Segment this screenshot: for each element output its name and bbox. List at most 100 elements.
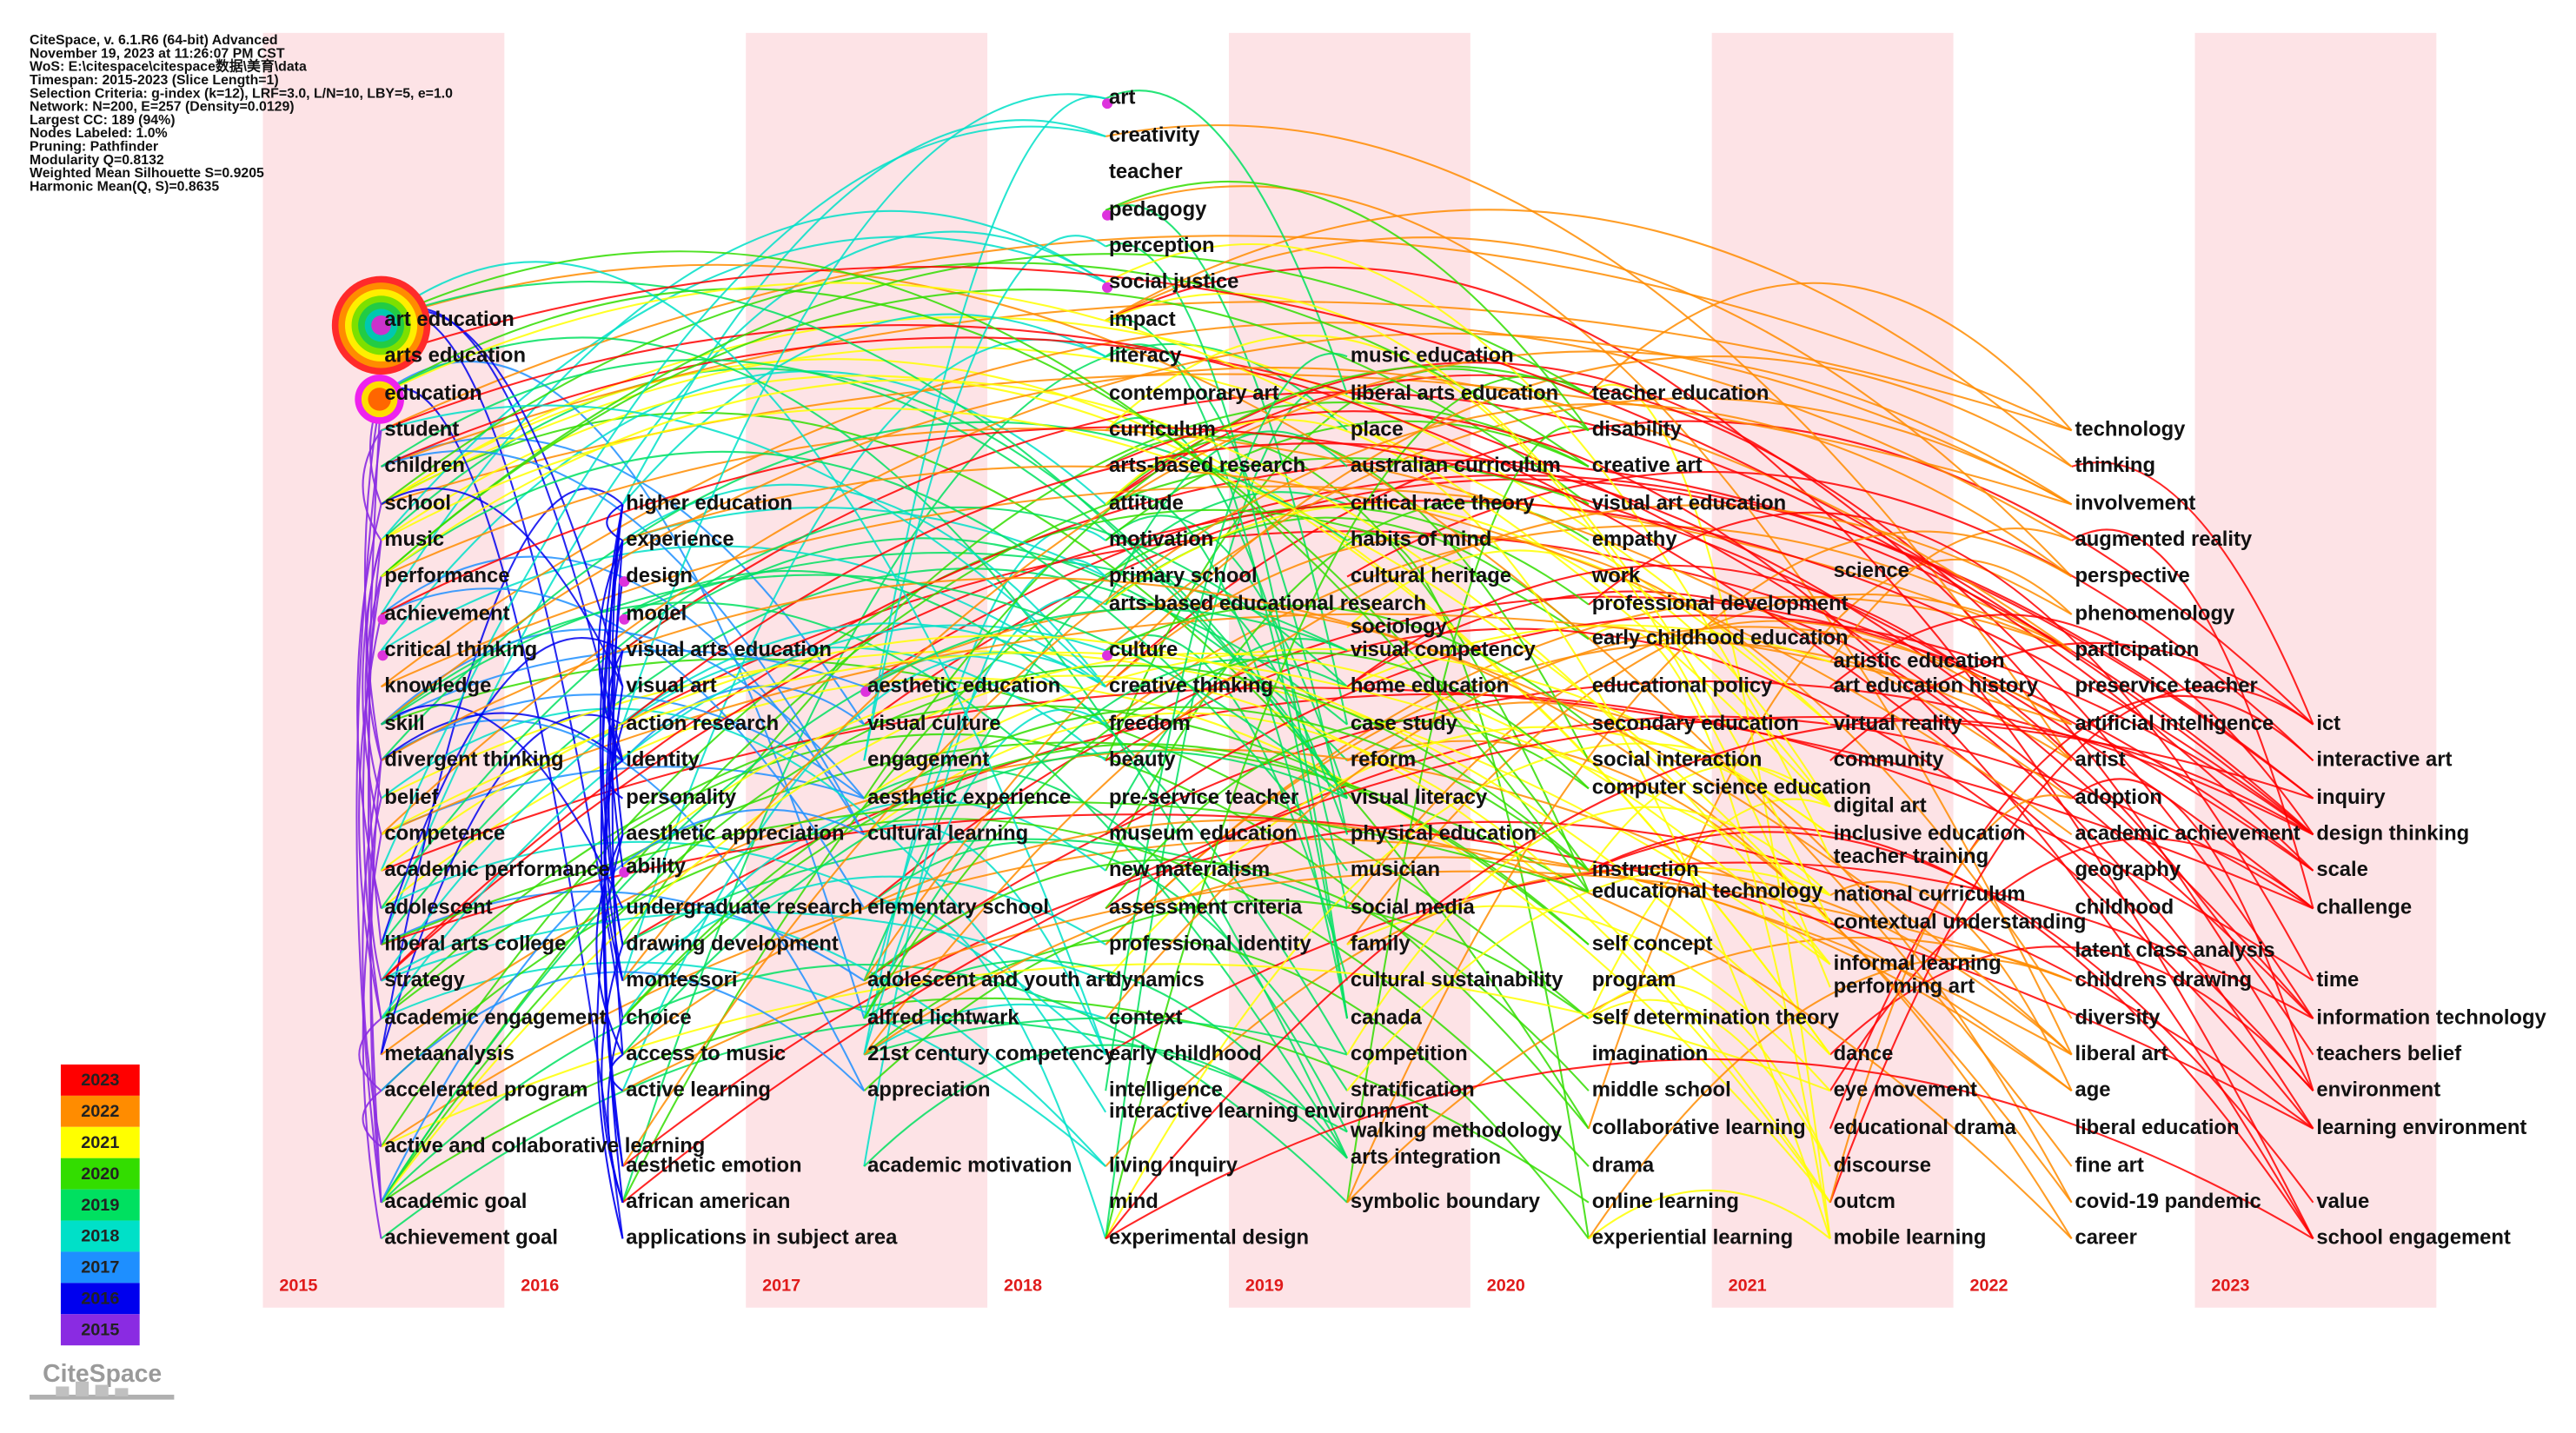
edge (1588, 826, 2314, 1239)
edge (362, 834, 382, 1239)
edge (1105, 90, 1349, 395)
node-label: appreciation (867, 1078, 991, 1102)
edge (1105, 335, 1831, 988)
node-label: art education history (1834, 673, 2039, 697)
edge (863, 859, 1590, 1091)
node-label: school engagement (2316, 1226, 2511, 1250)
edge (381, 613, 2072, 836)
edge (1105, 180, 1590, 431)
node-label: information technology (2316, 1005, 2546, 1029)
legend-year: 2022 (81, 1102, 119, 1121)
edge (621, 870, 2073, 1092)
edge (380, 574, 1348, 799)
edge (362, 760, 382, 1147)
node-label: artist (2075, 748, 2125, 772)
edge (863, 768, 1348, 1132)
year-legend: 2023 2022 2021 2020 2019 2018 2017 2016 2015 (60, 1064, 140, 1346)
node-rings (331, 98, 1113, 878)
edge (381, 263, 2073, 1167)
node-label: aesthetic emotion (626, 1153, 801, 1177)
edge (380, 704, 624, 909)
node-label: childrens drawing (2075, 968, 2252, 992)
edge (380, 838, 2073, 1148)
edge (1105, 867, 2073, 1167)
edge (362, 429, 382, 541)
node-label: drama (1592, 1153, 1655, 1177)
edge (380, 567, 1348, 945)
edge (863, 841, 1348, 1091)
edge (863, 680, 2314, 982)
edge (1346, 549, 1831, 807)
legend-swatch (60, 1126, 140, 1158)
edge (1346, 806, 1831, 1056)
node-label: digital art (1834, 793, 1927, 817)
header-line: Nodes Labeled: 1.0% (30, 126, 168, 141)
year-band (746, 32, 988, 1308)
node-label: attitude (1109, 492, 1184, 515)
node-label: academic achievement (2075, 822, 2300, 846)
logo-block (56, 1386, 70, 1397)
edge (621, 93, 1106, 726)
node-label: social interaction (1592, 748, 1763, 772)
node-label: inclusive education (1834, 822, 2026, 846)
node-label: inquiry (2316, 786, 2386, 809)
node-label: art (1109, 86, 1135, 109)
node-label: visual arts education (626, 638, 832, 661)
node-label: imagination (1592, 1042, 1709, 1065)
node-label: ability (626, 854, 687, 878)
node-label: artificial intelligence (2075, 712, 2274, 735)
edge (1346, 564, 2314, 1056)
node-label: competition (1351, 1042, 1468, 1065)
node-label: interactive learning environment (1109, 1099, 1429, 1123)
logo-block (95, 1384, 109, 1397)
node-label: competence (384, 822, 505, 846)
edge (381, 687, 2314, 910)
node-label: montessori (626, 968, 737, 992)
node-label: choice (626, 1005, 691, 1029)
node-label: performing art (1834, 974, 1975, 998)
node-label: contextual understanding (1834, 911, 2087, 934)
node-label: creative thinking (1109, 673, 1273, 697)
node-label: visual literacy (1351, 786, 1488, 809)
node-label: design thinking (2316, 822, 2469, 846)
edge (1105, 242, 1349, 1019)
edge (1105, 368, 1590, 761)
node-label: place (1351, 418, 1404, 441)
edge (381, 577, 2073, 1056)
edge (1105, 185, 2073, 1056)
logo-block (115, 1388, 129, 1397)
year-band (2194, 32, 2437, 1308)
node-label: assessment criteria (1109, 896, 1303, 919)
node-label: performance (384, 564, 509, 587)
node-label: elementary school (867, 896, 1049, 919)
node-label: aesthetic appreciation (626, 822, 844, 846)
node-label: visual art education (1592, 492, 1786, 515)
node-label: online learning (1592, 1190, 1739, 1213)
node-label: covid-19 pandemic (2075, 1190, 2261, 1213)
node-label: teacher training (1834, 845, 1989, 868)
node-label: reform (1351, 748, 1416, 772)
edge (380, 387, 624, 1239)
edge (1829, 794, 2072, 1204)
edge (621, 119, 1106, 505)
node-label: literacy (1109, 344, 1182, 368)
node-label: identity (626, 748, 700, 772)
edge (380, 997, 1590, 1204)
edge (380, 664, 1590, 1204)
node-label: creative art (1592, 454, 1703, 477)
node-label: personality (626, 786, 737, 809)
node-label: teacher (1109, 160, 1183, 183)
edge (621, 506, 1590, 1204)
edge (381, 346, 1831, 726)
edge (362, 1090, 382, 1148)
node-dot (1102, 282, 1113, 293)
edge (601, 540, 624, 945)
node-label: latent class analysis (2075, 939, 2274, 962)
node-label: academic goal (384, 1190, 527, 1213)
node-label: african american (626, 1190, 790, 1213)
node-label: adolescent (384, 896, 492, 919)
node-label: active learning (626, 1078, 771, 1102)
node-dot (1102, 209, 1113, 221)
node-label: community (1834, 748, 1945, 772)
node-label: engagement (867, 748, 989, 772)
